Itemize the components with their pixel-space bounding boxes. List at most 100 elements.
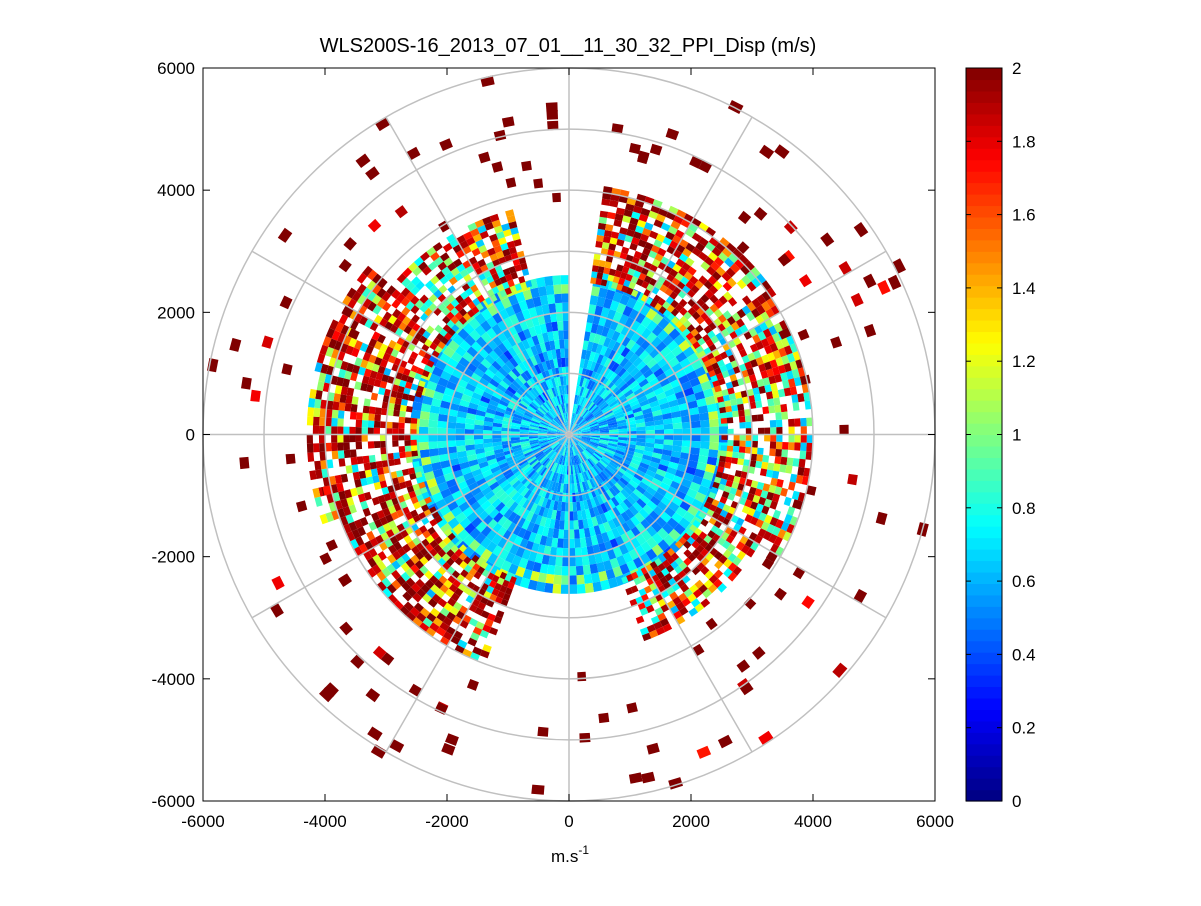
ppi-cell — [446, 421, 457, 429]
ppi-cell — [470, 284, 479, 293]
ppi-cell — [513, 413, 523, 420]
ppi-cell — [745, 428, 752, 435]
ppi-cell — [575, 455, 581, 465]
ppi-cell — [410, 364, 419, 373]
ppi-cell — [734, 470, 742, 478]
ppi-cell — [518, 402, 528, 410]
ppi-cell — [717, 359, 725, 368]
ppi-cell — [589, 295, 599, 306]
ppi-cell — [762, 328, 772, 339]
ppi-cell — [686, 536, 696, 545]
ppi-cell — [710, 375, 718, 383]
ppi-cell — [510, 434, 520, 438]
ppi-cell — [565, 412, 568, 422]
ppi-cell — [435, 383, 446, 394]
ppi-cell — [407, 467, 416, 475]
ppi-cell — [708, 321, 718, 331]
ppi-cell — [571, 437, 578, 445]
ppi-cell — [337, 450, 345, 459]
ppi-cell — [319, 417, 326, 426]
ppi-cell — [681, 597, 691, 607]
ppi-cell — [683, 472, 695, 482]
ppi-cell — [346, 531, 356, 542]
ppi-cell — [418, 481, 426, 489]
ppi-cell — [642, 407, 653, 415]
ppi-cell — [564, 511, 569, 521]
ppi-cell — [548, 439, 558, 444]
colorbar-step — [966, 262, 1002, 275]
ppi-cell — [375, 276, 388, 289]
ppi-cell — [487, 613, 496, 622]
ppi-cell — [364, 469, 373, 478]
ppi-cell — [653, 414, 663, 421]
ppi-cell — [782, 379, 790, 389]
ppi-cell — [403, 325, 413, 335]
ppi-cell — [366, 476, 374, 485]
ppi-cell — [416, 385, 424, 393]
ppi-cell — [539, 406, 547, 414]
ppi-cell — [489, 253, 499, 262]
ppi-cell — [673, 434, 683, 441]
ppi-cell — [613, 219, 623, 228]
ppi-cell — [491, 588, 500, 597]
ppi-cell — [431, 593, 442, 603]
ppi-cell — [599, 439, 609, 443]
ppi-cell — [545, 459, 553, 469]
ppi-cell — [470, 228, 480, 237]
ppi-cell — [709, 418, 719, 428]
ppi-cell — [496, 283, 505, 292]
ppi-cell — [433, 307, 442, 316]
ppi-cell — [484, 386, 495, 396]
ppi-cell — [480, 250, 490, 259]
colorbar-step — [966, 90, 1002, 103]
ppi-cell — [420, 547, 429, 557]
ppi-cell — [585, 508, 592, 519]
ppi-cell — [718, 483, 726, 491]
ppi-cell — [402, 543, 412, 553]
ppi-cell — [505, 360, 515, 371]
ppi-cell — [387, 453, 394, 460]
ppi-cell — [605, 224, 614, 232]
ppi-cell — [761, 280, 772, 291]
ppi-cell — [761, 461, 769, 470]
ppi-cell — [452, 578, 462, 588]
ppi-cell — [362, 507, 371, 517]
ppi-cell — [572, 435, 582, 438]
ppi-cell — [619, 271, 628, 280]
ppi-cell — [367, 420, 375, 428]
ppi-cell — [657, 317, 670, 330]
ppi-cell — [343, 237, 357, 251]
ppi-cell — [441, 466, 453, 476]
ppi-cell — [757, 447, 764, 455]
ppi-cell — [380, 440, 387, 448]
ppi-cell — [420, 538, 430, 548]
ppi-cell — [419, 411, 430, 420]
ppi-cell — [604, 412, 615, 419]
ppi-cell — [672, 445, 682, 453]
ppi-cell — [570, 422, 575, 432]
ppi-cell — [474, 324, 487, 337]
ppi-cell — [736, 659, 751, 673]
ppi-cell — [625, 587, 633, 596]
ppi-cell — [527, 405, 537, 413]
ppi-cell — [571, 474, 575, 484]
ppi-cell — [635, 422, 646, 428]
ppi-cell — [388, 396, 396, 404]
ppi-cell — [449, 402, 460, 411]
ppi-cell — [427, 598, 438, 608]
ppi-cell — [581, 435, 591, 438]
ppi-cell — [655, 392, 667, 401]
ppi-cell — [730, 321, 740, 331]
ppi-cell — [495, 501, 506, 513]
ppi-cell — [426, 612, 437, 623]
ppi-cell — [522, 568, 533, 580]
ppi-cell — [725, 405, 733, 413]
ppi-cell — [776, 427, 783, 435]
ppi-cell — [467, 301, 476, 310]
ppi-cell — [659, 402, 670, 410]
colorbar-step — [966, 239, 1002, 252]
ppi-cell — [458, 316, 467, 325]
ppi-cell — [595, 374, 603, 384]
ppi-cell — [604, 450, 615, 457]
